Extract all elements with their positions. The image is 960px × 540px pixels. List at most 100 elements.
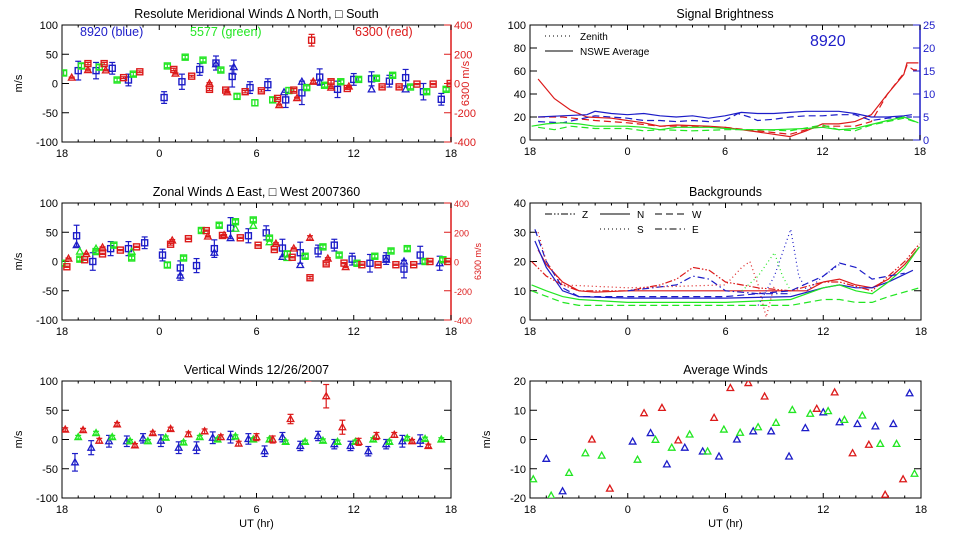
- data-point-triangle: [784, 451, 794, 460]
- data-point-triangle: [680, 442, 690, 451]
- data-point-triangle: [587, 434, 597, 443]
- data-point-square: [290, 86, 298, 94]
- y-tick-label: 100: [40, 376, 58, 388]
- annotation-label: 6300 (red): [355, 25, 413, 39]
- data-point-triangle: [248, 434, 258, 443]
- data-point-triangle: [229, 62, 239, 71]
- data-point-triangle: [167, 235, 177, 244]
- data-point-square: [132, 243, 141, 251]
- data-point-square: [278, 244, 287, 252]
- y-tick-label: -50: [42, 108, 58, 120]
- data-point-triangle: [530, 474, 538, 483]
- data-point-triangle: [313, 431, 323, 440]
- data-point-triangle: [420, 434, 430, 443]
- data-point-square: [140, 239, 149, 247]
- data-point-triangle: [423, 441, 433, 450]
- data-point-triangle: [166, 424, 175, 433]
- x-tick-label: 18: [915, 504, 927, 516]
- data-point-square: [100, 59, 108, 68]
- data-point-square: [378, 83, 386, 91]
- data-point-triangle: [91, 243, 101, 252]
- data-point-triangle: [753, 422, 763, 431]
- y-tick-label: -100: [36, 493, 58, 505]
- data-point-square: [116, 246, 125, 254]
- data-point-triangle: [161, 432, 171, 441]
- data-point-square: [89, 257, 97, 266]
- y-tick-label: 0: [52, 435, 58, 447]
- data-point-square: [98, 250, 107, 258]
- data-point-square: [316, 73, 324, 81]
- x-tick-label: 6: [253, 326, 259, 338]
- data-point-triangle: [211, 59, 221, 68]
- x-tick-label: 0: [625, 504, 631, 516]
- data-point-triangle: [216, 432, 226, 441]
- x-tick-label: 18: [56, 148, 68, 160]
- data-point-triangle: [138, 433, 148, 442]
- data-point-triangle: [174, 442, 184, 451]
- legend-label: E: [692, 225, 699, 236]
- data-point-triangle: [363, 446, 373, 455]
- data-point-triangle: [175, 270, 185, 279]
- data-point-triangle: [628, 436, 638, 445]
- annotation-label: 8920: [810, 33, 846, 50]
- panel-1: Resolute Meridional Winds Δ North, □ Sou…: [13, 7, 476, 160]
- x-tick-label: 18: [56, 326, 68, 338]
- data-point-triangle: [292, 93, 302, 102]
- data-point-triangle: [148, 428, 158, 437]
- data-layer: [530, 381, 919, 498]
- y2-tick-label: 5: [923, 112, 929, 124]
- x-axis-label: UT (hr): [708, 518, 743, 530]
- x-tick-label: 0: [625, 326, 631, 338]
- data-point-square: [371, 252, 379, 260]
- data-point-triangle: [651, 434, 660, 443]
- data-point-triangle: [367, 84, 376, 93]
- data-point-square: [410, 261, 418, 269]
- data-point-triangle: [698, 446, 708, 455]
- data-point-square: [422, 87, 431, 96]
- data-point-square: [110, 241, 118, 249]
- data-point-triangle: [857, 410, 867, 419]
- data-point-triangle: [326, 82, 336, 91]
- data-point-triangle: [805, 408, 815, 417]
- data-point-triangle: [231, 223, 240, 232]
- data-point-square: [244, 232, 253, 240]
- series-line-solid: [534, 240, 914, 299]
- y2-tick-label: 200: [454, 228, 469, 238]
- data-point-square: [306, 274, 314, 282]
- data-point-square: [264, 80, 272, 89]
- data-point-triangle: [662, 459, 672, 468]
- data-point-square: [217, 66, 225, 74]
- data-point-triangle: [580, 448, 590, 457]
- legend-label: NSWE Average: [580, 47, 650, 58]
- data-point-triangle: [62, 424, 70, 433]
- data-point-triangle: [321, 391, 331, 400]
- data-point-square: [403, 244, 411, 253]
- data-point-triangle: [72, 240, 81, 249]
- data-point-triangle: [281, 436, 291, 445]
- y-axis-label: m/s: [13, 252, 25, 270]
- data-point-square: [236, 234, 244, 242]
- data-point-triangle: [98, 242, 107, 251]
- data-point-square: [160, 93, 168, 102]
- data-point-triangle: [226, 432, 235, 441]
- data-point-triangle: [205, 78, 214, 87]
- y-tick-label: 40: [514, 89, 526, 101]
- data-point-triangle: [898, 474, 908, 483]
- data-point-square: [215, 221, 223, 229]
- data-point-triangle: [219, 230, 229, 239]
- data-point-triangle: [81, 249, 91, 258]
- x-tick-label: 12: [816, 146, 828, 158]
- series-line-dashed: [531, 287, 920, 306]
- y-tick-label: 20: [514, 112, 526, 124]
- y-tick-label: 50: [46, 49, 58, 61]
- data-point-square: [319, 243, 327, 251]
- data-point-triangle: [354, 436, 364, 445]
- y-tick-label: 30: [514, 227, 526, 239]
- data-point-triangle: [265, 237, 274, 246]
- series-line-solid: [537, 62, 919, 138]
- y2-tick-label: 0: [923, 135, 929, 147]
- data-point-triangle: [848, 448, 857, 457]
- data-point-triangle: [78, 425, 88, 434]
- y2-tick-label: 0: [454, 79, 460, 91]
